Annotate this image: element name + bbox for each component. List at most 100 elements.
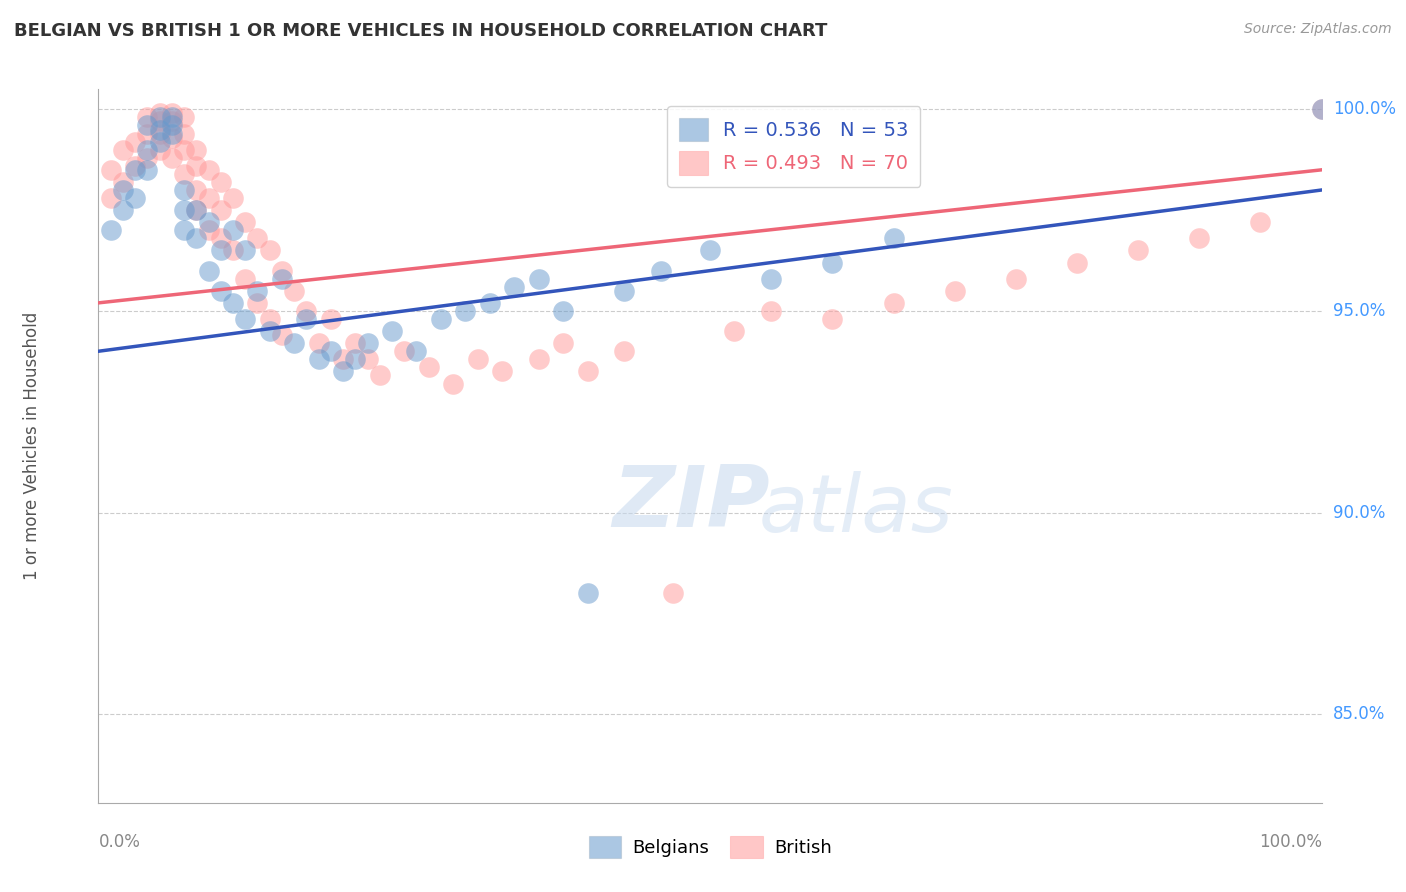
Point bbox=[405, 344, 427, 359]
Point bbox=[186, 183, 208, 197]
Point bbox=[136, 119, 159, 133]
Point bbox=[761, 304, 783, 318]
Point bbox=[295, 304, 318, 318]
Point bbox=[368, 368, 391, 383]
Point bbox=[1004, 271, 1026, 285]
Point bbox=[149, 114, 172, 128]
Point bbox=[124, 162, 146, 177]
Point bbox=[173, 183, 195, 197]
Text: 100.0%: 100.0% bbox=[1333, 101, 1396, 119]
Point bbox=[149, 135, 172, 149]
Point bbox=[723, 324, 745, 338]
Point bbox=[259, 312, 281, 326]
Point bbox=[124, 159, 146, 173]
Point bbox=[173, 111, 195, 125]
Point bbox=[149, 122, 172, 136]
Point bbox=[173, 167, 195, 181]
Point bbox=[308, 336, 330, 351]
Point bbox=[209, 203, 232, 218]
Point bbox=[149, 143, 172, 157]
Point bbox=[319, 344, 342, 359]
Point bbox=[222, 191, 245, 205]
Text: 90.0%: 90.0% bbox=[1333, 503, 1385, 522]
Point bbox=[259, 324, 281, 338]
Point bbox=[173, 223, 195, 237]
Point bbox=[527, 352, 550, 367]
Text: ZIP: ZIP bbox=[612, 461, 770, 545]
Point bbox=[209, 244, 232, 258]
Point bbox=[149, 106, 172, 120]
Point bbox=[233, 244, 256, 258]
Point bbox=[270, 271, 294, 285]
Point bbox=[332, 364, 354, 378]
Point bbox=[699, 244, 721, 258]
Point bbox=[553, 304, 575, 318]
Point bbox=[1310, 103, 1333, 117]
Text: 1 or more Vehicles in Household: 1 or more Vehicles in Household bbox=[22, 312, 41, 580]
Point bbox=[136, 143, 159, 157]
Point bbox=[233, 215, 256, 229]
Point bbox=[111, 175, 134, 189]
Point bbox=[111, 203, 134, 218]
Point bbox=[111, 143, 134, 157]
Point bbox=[160, 106, 183, 120]
Point bbox=[430, 312, 453, 326]
Point bbox=[418, 360, 440, 375]
Point bbox=[332, 352, 354, 367]
Point bbox=[222, 244, 245, 258]
Point bbox=[259, 244, 281, 258]
Point bbox=[356, 336, 378, 351]
Point bbox=[943, 284, 966, 298]
Point bbox=[319, 312, 342, 326]
Point bbox=[527, 271, 550, 285]
Point bbox=[392, 344, 416, 359]
Point bbox=[308, 352, 330, 367]
Point bbox=[441, 376, 464, 391]
Point bbox=[149, 111, 172, 125]
Point bbox=[149, 127, 172, 141]
Point bbox=[136, 127, 159, 141]
Point bbox=[821, 312, 844, 326]
Point bbox=[209, 284, 232, 298]
Text: atlas: atlas bbox=[759, 471, 953, 549]
Point bbox=[197, 162, 219, 177]
Point bbox=[100, 162, 122, 177]
Point bbox=[186, 203, 208, 218]
Point bbox=[197, 263, 219, 277]
Point bbox=[1066, 255, 1088, 269]
Point bbox=[662, 586, 685, 600]
Point bbox=[553, 336, 575, 351]
Point bbox=[246, 284, 269, 298]
Point bbox=[160, 111, 183, 125]
Point bbox=[173, 203, 195, 218]
Point bbox=[1249, 215, 1271, 229]
Point bbox=[344, 352, 367, 367]
Point bbox=[100, 191, 122, 205]
Point bbox=[111, 183, 134, 197]
Point bbox=[186, 159, 208, 173]
Point bbox=[197, 223, 219, 237]
Legend: Belgians, British: Belgians, British bbox=[581, 829, 839, 865]
Point bbox=[761, 271, 783, 285]
Point bbox=[821, 255, 844, 269]
Point bbox=[160, 130, 183, 145]
Point bbox=[136, 111, 159, 125]
Point bbox=[197, 191, 219, 205]
Point bbox=[160, 151, 183, 165]
Point bbox=[160, 114, 183, 128]
Text: 100.0%: 100.0% bbox=[1258, 833, 1322, 851]
Point bbox=[503, 279, 526, 293]
Point bbox=[454, 304, 477, 318]
Point bbox=[209, 231, 232, 245]
Point bbox=[173, 143, 195, 157]
Point bbox=[233, 271, 256, 285]
Point bbox=[136, 151, 159, 165]
Point bbox=[222, 223, 245, 237]
Point bbox=[283, 284, 305, 298]
Point bbox=[613, 344, 636, 359]
Point bbox=[136, 162, 159, 177]
Point bbox=[233, 312, 256, 326]
Point bbox=[1310, 103, 1333, 117]
Point bbox=[124, 135, 146, 149]
Point bbox=[160, 119, 183, 133]
